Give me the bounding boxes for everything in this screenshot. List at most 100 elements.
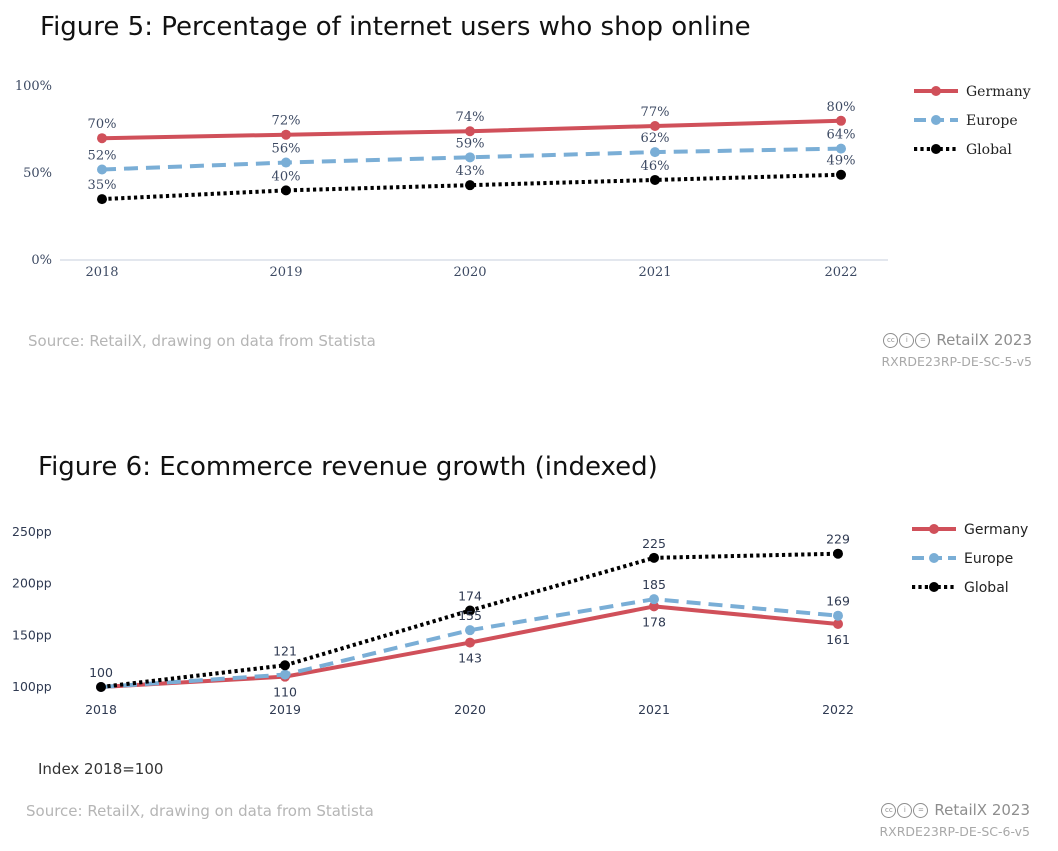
figure-5-source: Source: RetailX, drawing on data from St…: [28, 332, 376, 350]
figure-6-legend-item-europe: Europe: [912, 551, 1013, 567]
figure-5-data-label-global: 35%: [88, 178, 117, 193]
figure-6-x-tick-label: 2020: [454, 702, 486, 717]
figure-6-point-europe: [649, 594, 659, 605]
figure-5-point-global: [836, 169, 846, 180]
figure-6-data-label-europe: 169: [826, 594, 850, 609]
figure-5-point-germany: [281, 129, 291, 140]
legend-marker: [931, 115, 941, 125]
figure-5-y-tick-label: 50%: [23, 166, 52, 181]
figure-5-data-label-europe: 59%: [456, 136, 485, 151]
figure-5-point-europe: [836, 143, 846, 154]
figure-5-y-tick-label: 100%: [15, 79, 52, 94]
legend-label: Global: [964, 580, 1009, 596]
legend-label: Germany: [966, 84, 1031, 100]
figure-6-x-tick-label: 2021: [638, 702, 670, 717]
figure-6-data-label-global: 225: [642, 536, 666, 551]
figure-5-y-tick-label: 0%: [31, 253, 52, 268]
figure-6-point-global: [649, 552, 659, 563]
legend-marker: [931, 86, 941, 96]
figure-5-point-global: [465, 180, 475, 191]
figure-5-point-global: [650, 174, 660, 185]
figure-5-point-global: [281, 185, 291, 196]
figure-6-x-tick-label: 2018: [85, 702, 117, 717]
figure-5-data-label-europe: 52%: [88, 149, 117, 164]
figure-6-point-europe: [465, 625, 475, 636]
figure-6-data-label-global: 174: [458, 589, 482, 604]
figure-5-copyright-text: RetailX 2023: [936, 331, 1032, 349]
figure-5-chart: 0% 50% 100% 2018 2019 2020 2021 2022 70% 72% 74% 77…: [15, 79, 1031, 280]
figure-5-legend-item-germany: Germany: [914, 84, 1031, 100]
figure-5-data-label-global: 46%: [641, 159, 670, 174]
legend-marker: [929, 524, 939, 534]
figure-6-source: Source: RetailX, drawing on data from St…: [26, 802, 374, 820]
figure-5-x-tick-label: 2021: [638, 265, 671, 280]
figure-6-point-global: [833, 548, 843, 559]
figure-6-point-germany: [649, 601, 659, 612]
figure-5-data-label-europe: 56%: [272, 142, 301, 157]
figure-5-point-germany: [465, 126, 475, 137]
figure-5-data-label-germany: 74%: [456, 110, 485, 125]
figure-6-x-tick-label: 2022: [822, 702, 854, 717]
figure-6-point-germany: [833, 618, 843, 629]
figure-6-x-tick-label: 2019: [269, 702, 301, 717]
figure-6-data-label-germany: 143: [458, 651, 482, 666]
figure-5-data-label-europe: 62%: [641, 131, 670, 146]
figure-5-point-germany: [97, 133, 107, 144]
figure-6-data-label-global: 229: [826, 532, 850, 547]
figure-6-copyright: cc i = RetailX 2023: [881, 801, 1030, 819]
figure-6-data-label-germany: 110: [273, 685, 297, 700]
figure-6-point-germany: [465, 637, 475, 648]
figure-5-legend-item-global: Global: [914, 142, 1012, 158]
figure-5-point-germany: [836, 115, 846, 126]
figure-5-point-europe: [281, 157, 291, 168]
figure-5-point-europe: [465, 152, 475, 163]
figure-5-data-label-global: 40%: [272, 169, 301, 184]
figure-6-point-europe: [833, 610, 843, 621]
figure-5-data-label-germany: 70%: [88, 117, 117, 132]
figure-5-point-global: [97, 194, 107, 205]
figure-5-data-label-germany: 72%: [272, 114, 301, 129]
legend-marker: [931, 144, 941, 154]
figure-6-data-label-europe: 155: [458, 608, 482, 623]
figure-6-data-label-global: 121: [273, 643, 297, 658]
figure-6-y-tick-label: 200pp: [12, 576, 52, 591]
figure-5-x-tick-label: 2020: [453, 265, 486, 280]
figure-6-code: RXRDE23RP-DE-SC-6-v5: [879, 824, 1030, 839]
figure-5-data-label-global: 43%: [456, 164, 485, 179]
figure-6-chart: 100pp 150pp 200pp 250pp 2018 2019 2020 2021 2022…: [12, 522, 1028, 717]
figure-6-point-global: [96, 682, 106, 692]
figure-6-title: Figure 6: Ecommerce revenue growth (inde…: [38, 452, 658, 482]
figure-5-data-label-global: 49%: [827, 154, 856, 169]
figure-6-point-global: [280, 660, 290, 671]
figure-5-x-tick-label: 2022: [824, 265, 857, 280]
figure-5-data-label-germany: 77%: [641, 105, 670, 120]
figure-6-y-tick-label: 150pp: [12, 627, 52, 642]
figure-5-data-label-europe: 64%: [827, 128, 856, 143]
figure-5-title: Figure 5: Percentage of internet users w…: [40, 12, 751, 42]
figure-6-data-label-germany: 161: [826, 632, 850, 647]
figure-5-copyright: cc i = RetailX 2023: [883, 331, 1032, 349]
figure-6-data-label-global: 100: [89, 665, 113, 680]
figure-5-point-europe: [650, 147, 660, 158]
figure-6-y-tick-label: 250pp: [12, 524, 52, 539]
figure-6-copyright-text: RetailX 2023: [934, 801, 1030, 819]
figure-6-legend-item-global: Global: [912, 580, 1009, 596]
figure-6-legend-item-germany: Germany: [912, 522, 1028, 538]
figure-5-series-line-global: [101, 172, 842, 202]
figure-6-data-label-europe: 185: [642, 577, 666, 592]
figure-5-series-line-europe: [101, 146, 842, 172]
figure-5-data-label-germany: 80%: [827, 100, 856, 115]
legend-marker: [929, 582, 939, 592]
legend-label: Europe: [966, 113, 1018, 129]
figure-6-y-tick-label: 100pp: [12, 679, 52, 694]
figure-5-x-tick-label: 2018: [85, 265, 118, 280]
figure-6-point-europe: [280, 669, 290, 680]
creative-commons-icon: cc i =: [883, 332, 931, 348]
figure-5-point-germany: [650, 121, 660, 132]
figure-5-point-europe: [97, 164, 107, 175]
figure-5-legend-item-europe: Europe: [914, 113, 1018, 129]
figure-6-point-global: [465, 605, 475, 616]
legend-label: Europe: [964, 551, 1013, 567]
figure-5-x-tick-label: 2019: [269, 265, 302, 280]
figure-5-code: RXRDE23RP-DE-SC-5-v5: [881, 354, 1032, 369]
